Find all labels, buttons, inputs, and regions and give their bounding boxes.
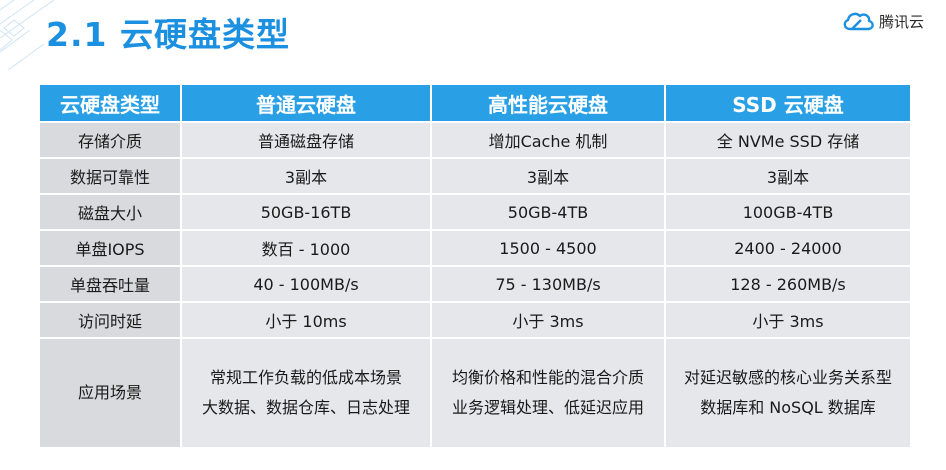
disk-type-table: 云硬盘类型 普通云硬盘 高性能云硬盘 SSD 云硬盘 存储介质 普通磁盘存储 增… (38, 83, 912, 449)
table-cell: 常规工作负载的低成本场景 大数据、数据仓库、日志处理 (180, 337, 432, 449)
table-row: 访问时延 小于 10ms 小于 3ms 小于 3ms (38, 301, 912, 339)
header-standard-disk: 普通云硬盘 (180, 83, 432, 123)
usage-line: 数据库和 NoSQL 数据库 (700, 398, 876, 417)
table-row: 数据可靠性 3副本 3副本 3副本 (38, 157, 912, 195)
table-cell: 128 - 260MB/s (664, 265, 912, 303)
table-row: 单盘吞吐量 40 - 100MB/s 75 - 130MB/s 128 - 26… (38, 265, 912, 303)
table-cell: 对延迟敏感的核心业务关系型 数据库和 NoSQL 数据库 (664, 337, 912, 449)
row-label-iops: 单盘IOPS (38, 229, 182, 267)
table-cell: 40 - 100MB/s (180, 265, 432, 303)
table-row: 磁盘大小 50GB-16TB 50GB-4TB 100GB-4TB (38, 193, 912, 231)
table-cell: 3副本 (180, 157, 432, 195)
table-cell: 3副本 (430, 157, 666, 195)
usage-line: 常规工作负载的低成本场景 (209, 368, 402, 387)
table-cell: 小于 3ms (664, 301, 912, 339)
brand-logo: 腾讯云 (841, 6, 924, 36)
table-cell: 3副本 (664, 157, 912, 195)
table-cell: 50GB-16TB (180, 193, 432, 231)
logo-text: 腾讯云 (878, 12, 924, 31)
table-cell: 1500 - 4500 (430, 229, 666, 267)
table-cell: 50GB-4TB (430, 193, 666, 231)
table-cell: 增加Cache 机制 (430, 121, 666, 159)
table-cell: 数百 - 1000 (180, 229, 432, 267)
row-label-storage-medium: 存储介质 (38, 121, 182, 159)
table-cell: 均衡价格和性能的混合介质 业务逻辑处理、低延迟应用 (430, 337, 666, 449)
row-label-latency: 访问时延 (38, 301, 182, 339)
table-cell: 全 NVMe SSD 存储 (664, 121, 912, 159)
header-premium-disk: 高性能云硬盘 (430, 83, 666, 123)
table-header-row: 云硬盘类型 普通云硬盘 高性能云硬盘 SSD 云硬盘 (38, 83, 912, 123)
table-cell: 普通磁盘存储 (180, 121, 432, 159)
row-label-throughput: 单盘吞吐量 (38, 265, 182, 303)
row-label-disk-size: 磁盘大小 (38, 193, 182, 231)
table-row: 存储介质 普通磁盘存储 增加Cache 机制 全 NVMe SSD 存储 (38, 121, 912, 159)
table-cell: 100GB-4TB (664, 193, 912, 231)
header-disk-type: 云硬盘类型 (38, 83, 182, 123)
slide-title: 2.1 云硬盘类型 (46, 15, 290, 54)
usage-line: 对延迟敏感的核心业务关系型 (683, 368, 892, 387)
table-cell: 2400 - 24000 (664, 229, 912, 267)
corner-decoration-icon (0, 0, 55, 70)
table-row: 单盘IOPS 数百 - 1000 1500 - 4500 2400 - 2400… (38, 229, 912, 267)
table-row-usage: 应用场景 常规工作负载的低成本场景 大数据、数据仓库、日志处理 均衡价格和性能的… (38, 337, 912, 449)
row-label-reliability: 数据可靠性 (38, 157, 182, 195)
usage-line: 业务逻辑处理、低延迟应用 (451, 398, 644, 417)
usage-line: 均衡价格和性能的混合介质 (451, 368, 644, 387)
header-ssd-disk: SSD 云硬盘 (664, 83, 912, 123)
table-cell: 小于 10ms (180, 301, 432, 339)
cloud-logo-icon (843, 12, 874, 31)
table-cell: 小于 3ms (430, 301, 666, 339)
row-label-usage: 应用场景 (38, 337, 182, 449)
table-cell: 75 - 130MB/s (430, 265, 666, 303)
usage-line: 大数据、数据仓库、日志处理 (201, 398, 410, 417)
